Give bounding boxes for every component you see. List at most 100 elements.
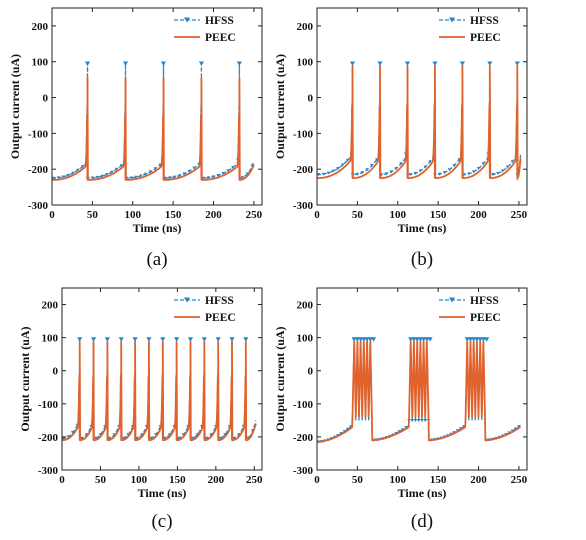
hfss-marker	[487, 61, 493, 66]
hfss-marker	[61, 175, 66, 179]
x-tick-label: 50	[95, 474, 107, 486]
y-axis-label: Output current (uA)	[18, 326, 32, 431]
x-tick-label: 0	[49, 209, 55, 221]
hfss-marker	[231, 166, 235, 170]
hfss-marker	[408, 172, 413, 177]
y-tick-label: 200	[297, 21, 314, 33]
hfss-marker	[160, 61, 167, 66]
hfss-marker	[201, 337, 207, 342]
x-tick-label: 250	[511, 209, 528, 221]
hfss-marker	[229, 337, 235, 342]
hfss-marker	[505, 165, 510, 169]
hfss-marker	[510, 160, 515, 164]
x-tick-label: 50	[87, 209, 99, 221]
hfss-marker	[216, 173, 221, 178]
x-tick-label: 250	[511, 474, 528, 486]
hfss-marker	[172, 175, 177, 179]
hfss-marker	[90, 337, 97, 342]
y-tick-label: 100	[32, 57, 49, 69]
hfss-marker	[432, 61, 438, 66]
hfss-marker	[331, 169, 335, 173]
x-tick-label: 200	[470, 209, 487, 221]
series-line-peec	[52, 77, 255, 181]
x-tick-label: 50	[352, 474, 364, 486]
chart-panel-c: 0 50 100 150 200 250 -300 -200 -100 0 100 200 Time (…	[18, 287, 263, 532]
hfss-marker	[135, 436, 140, 440]
plot-frame	[316, 287, 528, 471]
series-line-hfss	[62, 339, 257, 440]
hfss-marker	[187, 337, 194, 342]
y-tick-label: -200	[38, 432, 59, 444]
legend-label-peec: PEEC	[470, 312, 501, 324]
y-tick-label: -300	[293, 465, 314, 477]
hfss-marker	[221, 171, 226, 176]
hfss-marker	[190, 436, 195, 440]
hfss-marker	[105, 173, 109, 177]
y-axis-label: Output current (uA)	[8, 54, 22, 159]
legend-label-hfss: HFSS	[205, 295, 234, 307]
hfss-marker	[423, 418, 428, 423]
x-tick-label: 100	[125, 209, 142, 221]
hfss-marker	[209, 433, 214, 437]
x-axis-label: Time (ns)	[398, 486, 447, 500]
hfss-marker	[243, 337, 249, 342]
hfss-marker	[370, 337, 377, 342]
hfss-marker	[418, 169, 423, 173]
legend-label-peec: PEEC	[470, 32, 501, 44]
hfss-marker	[442, 171, 447, 175]
hfss-marker	[500, 169, 505, 173]
y-tick-label: 0	[43, 93, 49, 105]
y-axis-label: Output current (uA)	[273, 326, 287, 431]
hfss-marker	[143, 172, 148, 176]
hfss-marker	[517, 425, 521, 429]
hfss-marker	[389, 170, 394, 174]
y-tick-label: -100	[28, 128, 49, 140]
x-tick-label: 0	[314, 474, 320, 486]
hfss-marker	[377, 61, 383, 66]
hfss-marker	[109, 170, 114, 174]
legend-marker	[449, 17, 455, 23]
x-axis-label: Time (ns)	[398, 221, 447, 235]
x-tick-label: 250	[246, 209, 263, 221]
legend-marker	[184, 17, 190, 23]
legend-marker	[449, 297, 455, 303]
hfss-marker	[452, 163, 457, 168]
hfss-marker	[56, 176, 61, 180]
hfss-marker	[467, 172, 471, 176]
hfss-marker	[80, 436, 84, 440]
hfss-marker	[192, 166, 196, 170]
y-tick-label: -200	[293, 164, 314, 176]
hfss-marker	[177, 174, 182, 178]
hfss-marker	[160, 337, 166, 342]
y-tick-label: 0	[53, 366, 59, 378]
hfss-marker	[481, 162, 486, 166]
x-tick-label: 150	[165, 209, 182, 221]
hfss-marker	[182, 172, 187, 176]
hfss-marker	[496, 171, 500, 175]
plot-frame	[61, 287, 263, 471]
y-tick-label: -300	[293, 200, 314, 212]
hfss-marker	[168, 176, 172, 180]
hfss-marker	[187, 169, 192, 173]
hfss-marker	[240, 176, 245, 180]
hfss-marker	[345, 427, 350, 431]
y-tick-label: 200	[297, 300, 314, 312]
y-tick-label: -200	[28, 164, 49, 176]
hfss-marker	[491, 172, 495, 177]
hfss-marker	[355, 172, 360, 176]
x-tick-label: 0	[314, 209, 320, 221]
x-tick-label: 100	[390, 474, 407, 486]
legend-label-hfss: HFSS	[470, 295, 499, 307]
x-tick-label: 100	[390, 209, 407, 221]
y-tick-label: -300	[28, 200, 49, 212]
hfss-marker	[94, 436, 98, 440]
legend-label-hfss: HFSS	[470, 15, 499, 27]
x-tick-label: 150	[169, 474, 186, 486]
hfss-marker	[163, 436, 167, 440]
hfss-marker	[206, 176, 211, 180]
hfss-marker	[245, 172, 250, 176]
x-tick-label: 50	[352, 209, 364, 221]
hfss-marker	[119, 164, 124, 168]
hfss-marker	[215, 337, 221, 342]
hfss-marker	[447, 168, 452, 172]
